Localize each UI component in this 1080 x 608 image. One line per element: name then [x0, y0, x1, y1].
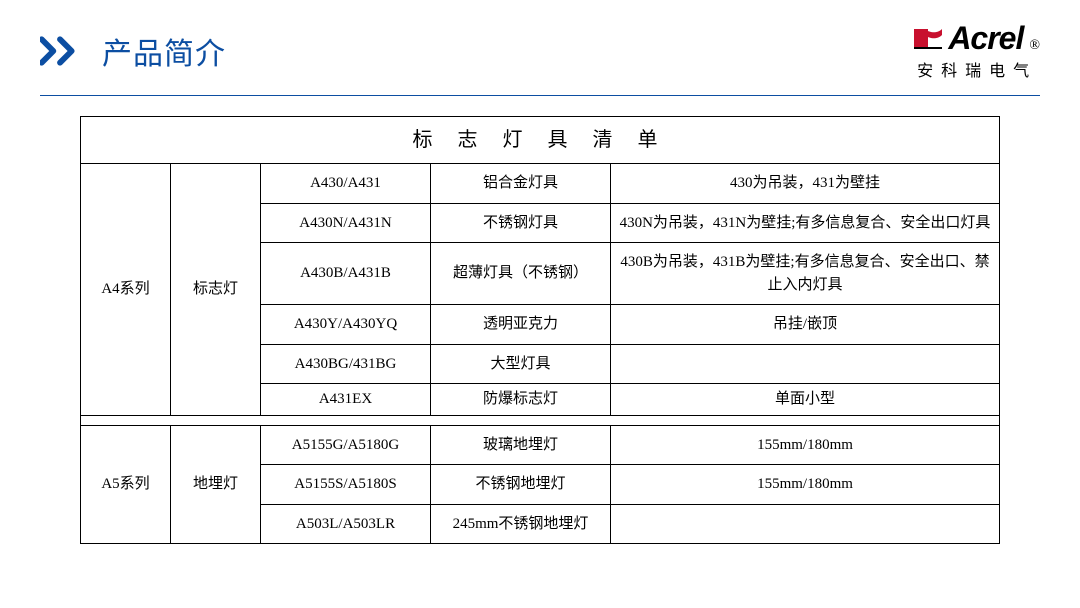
- spec-cell: 不锈钢灯具: [431, 203, 611, 243]
- logo-subtitle: 安科瑞电气: [917, 57, 1037, 81]
- model-cell: A431EX: [261, 384, 431, 416]
- desc-cell: 单面小型: [611, 384, 1000, 416]
- model-cell: A5155S/A5180S: [261, 465, 431, 505]
- spec-cell: 透明亚克力: [431, 305, 611, 345]
- flag-icon: [914, 29, 942, 49]
- type-cell: 标志灯: [171, 164, 261, 416]
- series-cell: A4系列: [81, 164, 171, 416]
- spec-cell: 大型灯具: [431, 344, 611, 384]
- spec-cell: 245mm不锈钢地埋灯: [431, 504, 611, 544]
- chevron-icon: [40, 36, 90, 66]
- spec-cell: 超薄灯具（不锈钢）: [431, 243, 611, 305]
- table-row: A5系列 地埋灯 A5155G/A5180G 玻璃地埋灯 155mm/180mm: [81, 425, 1000, 465]
- model-cell: A430BG/431BG: [261, 344, 431, 384]
- table-row: A4系列 标志灯 A430/A431 铝合金灯具 430为吊装，431为壁挂: [81, 164, 1000, 204]
- model-cell: A430Y/A430YQ: [261, 305, 431, 345]
- spec-cell: 不锈钢地埋灯: [431, 465, 611, 505]
- spec-cell: 防爆标志灯: [431, 384, 611, 416]
- desc-cell: 430N为吊装，431N为壁挂;有多信息复合、安全出口灯具: [611, 203, 1000, 243]
- desc-cell: [611, 344, 1000, 384]
- type-cell: 地埋灯: [171, 425, 261, 544]
- header: 产品简介 Acrel ® 安科瑞电气: [0, 0, 1080, 91]
- section-spacer: [81, 415, 1000, 425]
- desc-cell: [611, 504, 1000, 544]
- desc-cell: 430B为吊装，431B为壁挂;有多信息复合、安全出口、禁止入内灯具: [611, 243, 1000, 305]
- model-cell: A503L/A503LR: [261, 504, 431, 544]
- registered-icon: ®: [1029, 38, 1040, 54]
- desc-cell: 155mm/180mm: [611, 465, 1000, 505]
- brand-logo: Acrel ® 安科瑞电气: [914, 20, 1040, 81]
- desc-cell: 155mm/180mm: [611, 425, 1000, 465]
- logo-row: Acrel ®: [914, 20, 1040, 57]
- desc-cell: 吊挂/嵌顶: [611, 305, 1000, 345]
- model-cell: A5155G/A5180G: [261, 425, 431, 465]
- spec-cell: 铝合金灯具: [431, 164, 611, 204]
- table-title: 标 志 灯 具 清 单: [81, 117, 1000, 164]
- header-divider: [40, 95, 1040, 96]
- title-wrap: 产品简介: [40, 29, 226, 73]
- model-cell: A430N/A431N: [261, 203, 431, 243]
- desc-cell: 430为吊装，431为壁挂: [611, 164, 1000, 204]
- series-cell: A5系列: [81, 425, 171, 544]
- page-title: 产品简介: [102, 29, 226, 73]
- spec-cell: 玻璃地埋灯: [431, 425, 611, 465]
- product-table: 标 志 灯 具 清 单 A4系列 标志灯 A430/A431 铝合金灯具 430…: [80, 116, 1000, 544]
- model-cell: A430/A431: [261, 164, 431, 204]
- model-cell: A430B/A431B: [261, 243, 431, 305]
- logo-text: Acrel: [948, 20, 1023, 57]
